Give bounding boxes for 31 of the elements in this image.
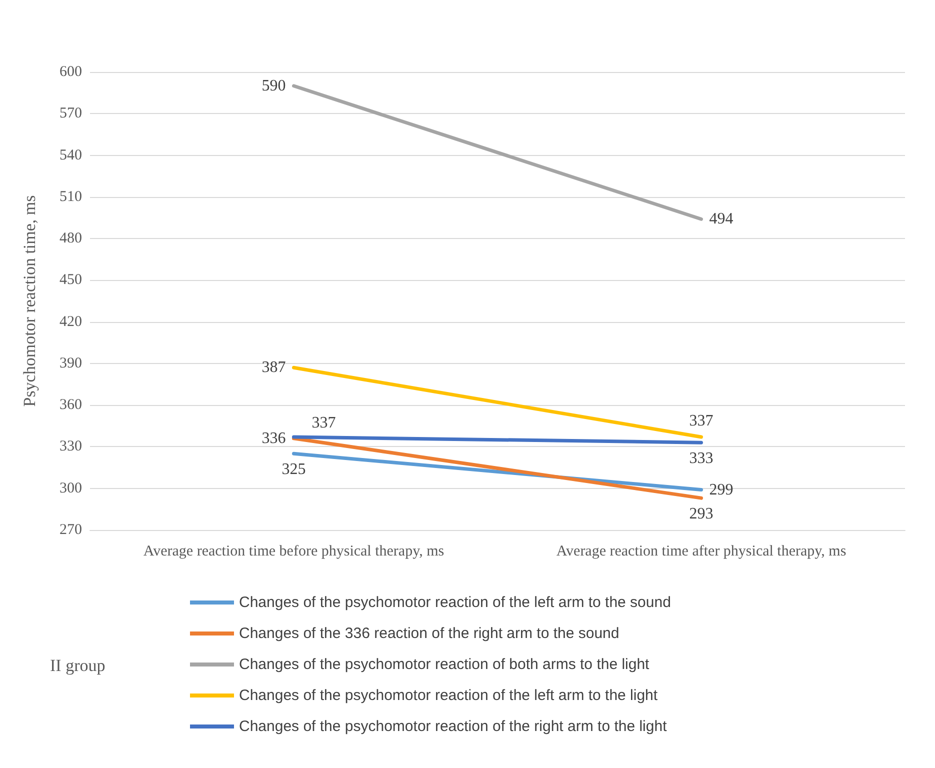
y-tick-label: 480: [60, 230, 82, 247]
y-tick-label: 300: [60, 480, 82, 496]
y-tick-label: 390: [60, 355, 82, 372]
data-label: 590: [262, 77, 286, 94]
data-label: 299: [709, 481, 734, 498]
data-label: 337: [312, 414, 336, 432]
legend-label: Changes of the psychomotor reaction of the right arm to the light: [239, 718, 668, 735]
y-tick-label: 420: [60, 314, 82, 330]
data-label: 337: [689, 412, 714, 430]
y-tick-label: 510: [60, 188, 82, 205]
data-label: 325: [282, 461, 306, 478]
legend-label: Changes of the psychomotor reaction of the left arm to the sound: [239, 594, 671, 611]
legend-label: Changes of the 336 reaction of the right arm to the sound: [239, 625, 620, 642]
data-label: 494: [709, 210, 734, 228]
y-tick-label: 570: [60, 106, 82, 122]
data-label: 387: [262, 359, 286, 376]
y-tick-label: 450: [60, 272, 82, 288]
y-tick-label: 540: [60, 147, 82, 164]
data-label: 336: [262, 430, 286, 447]
y-tick-label: 330: [60, 438, 82, 455]
data-label: 293: [689, 506, 714, 523]
legend-title: II group: [50, 656, 106, 675]
y-tick-label: 360: [60, 397, 82, 414]
legend-label: Changes of the psychomotor reaction of both arms to the light: [239, 656, 650, 673]
data-label: 333: [689, 450, 714, 468]
y-tick-label: 270: [60, 522, 82, 538]
legend-label: Changes of the psychomotor reaction of the left arm to the light: [239, 687, 658, 704]
x-tick-label: Average reaction time after physical therapy, ms: [556, 544, 846, 560]
y-tick-label: 600: [60, 64, 82, 80]
y-axis-title: Psychomotor reaction time, ms: [20, 195, 39, 407]
x-tick-label: Average reaction time before physical therapy, ms: [143, 544, 444, 560]
